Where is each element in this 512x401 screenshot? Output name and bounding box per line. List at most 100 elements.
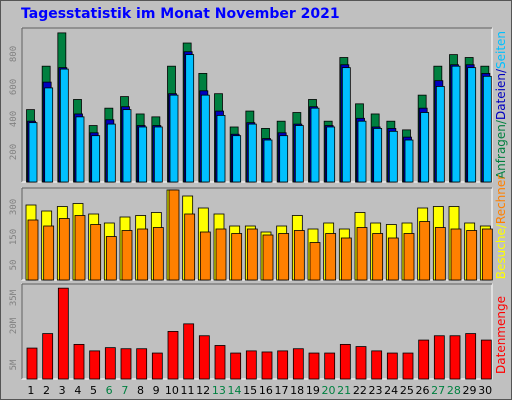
traffic-panel-ytick-label: 20M [9,317,19,334]
bar-rechner [74,215,86,281]
bar-datenmenge [57,287,69,380]
bar-seiten [294,125,304,183]
day-label: 18 [290,384,304,397]
bar-seiten [404,139,414,183]
bar-rechner [481,228,493,281]
legend-traffic: Datenmenge [494,296,508,374]
bar-rechner [152,227,164,281]
day-label: 2 [43,384,50,397]
bar-seiten [28,122,38,183]
bar-seiten [122,109,132,183]
bar-datenmenge [120,348,132,380]
day-label: 22 [353,384,367,397]
bar-seiten [341,67,351,183]
day-label: 9 [153,384,160,397]
bar-rechner [43,225,55,281]
legend-entry: Seiten [494,31,508,69]
bar-seiten [44,87,54,183]
requests-panel-ytick-label: 800 [9,46,19,62]
bar-datenmenge [324,352,336,380]
requests-panel-ytick-label: 600 [9,79,19,95]
bar-seiten [91,135,101,183]
bar-seiten [138,126,148,183]
bar-datenmenge [465,333,477,380]
bar-rechner [27,219,39,281]
bar-rechner [199,231,211,281]
bar-datenmenge [73,343,85,380]
bar-rechner [293,230,305,281]
bar-rechner [309,242,321,281]
bar-datenmenge [136,348,148,380]
bar-rechner [356,227,368,281]
bar-datenmenge [151,352,163,380]
bar-rechner [450,228,462,281]
bar-seiten [326,126,336,183]
bar-seiten [310,107,320,183]
bar-datenmenge [386,352,398,380]
day-label: 24 [384,384,398,397]
day-label: 14 [228,384,242,397]
bar-rechner [58,218,70,281]
requests-panel-ytick-label: 400 [9,111,19,127]
bar-seiten [482,75,492,183]
bar-rechner [137,228,149,281]
day-label: 21 [337,384,351,397]
bar-datenmenge [355,346,367,380]
bar-datenmenge [480,339,492,380]
bar-seiten [279,135,289,183]
legend-entry: Rechner [494,175,508,224]
requests-panel-ytick-label: 200 [9,144,19,160]
legend-entry: Datenmenge [494,296,508,374]
bar-rechner [262,234,274,281]
bar-seiten [373,128,383,183]
bar-rechner [434,227,446,281]
bar-seiten [388,130,398,183]
bar-rechner [466,230,478,281]
bar-datenmenge [277,350,289,380]
bar-datenmenge [308,352,320,380]
bar-rechner [90,224,102,281]
bar-seiten [75,116,85,183]
bar-datenmenge [183,323,195,380]
legend-requests: Anfragen/Dateien/Seiten [494,31,508,179]
legend-entry: Anfragen/ [494,119,508,179]
day-label: 23 [369,384,383,397]
day-label: 12 [196,384,210,397]
bar-datenmenge [418,339,430,380]
bar-seiten [232,135,242,183]
bar-datenmenge [339,343,351,380]
bar-rechner [168,189,180,281]
bar-seiten [357,120,367,183]
bar-datenmenge [449,335,461,380]
bar-datenmenge [261,351,273,380]
day-label: 28 [447,384,461,397]
bar-rechner [184,213,196,281]
day-label: 5 [90,384,97,397]
bar-datenmenge [433,335,445,380]
bar-datenmenge [245,350,257,380]
day-label: 13 [212,384,226,397]
day-label: 4 [74,384,81,397]
bar-datenmenge [371,350,383,380]
bar-datenmenge [230,352,242,380]
legend-visits: Besuche/Rechner [494,175,508,279]
bar-seiten [451,65,461,183]
bar-rechner [246,228,258,281]
visits-panel-ytick-label: 150 [9,229,19,245]
bar-rechner [387,237,399,281]
chart-title: Tagesstatistik im Monat November 2021 [21,6,340,22]
day-label: 1 [27,384,34,397]
bar-rechner [403,233,415,281]
day-label: 3 [59,384,66,397]
visits-panel-ytick-label: 300 [9,199,19,215]
day-label: 11 [181,384,195,397]
bar-rechner [372,233,384,281]
bar-rechner [419,221,431,281]
bar-datenmenge [42,333,54,380]
bar-seiten [153,126,163,183]
legend-entry: Besuche/ [494,223,508,279]
bar-seiten [247,123,257,183]
bar-datenmenge [104,347,116,380]
